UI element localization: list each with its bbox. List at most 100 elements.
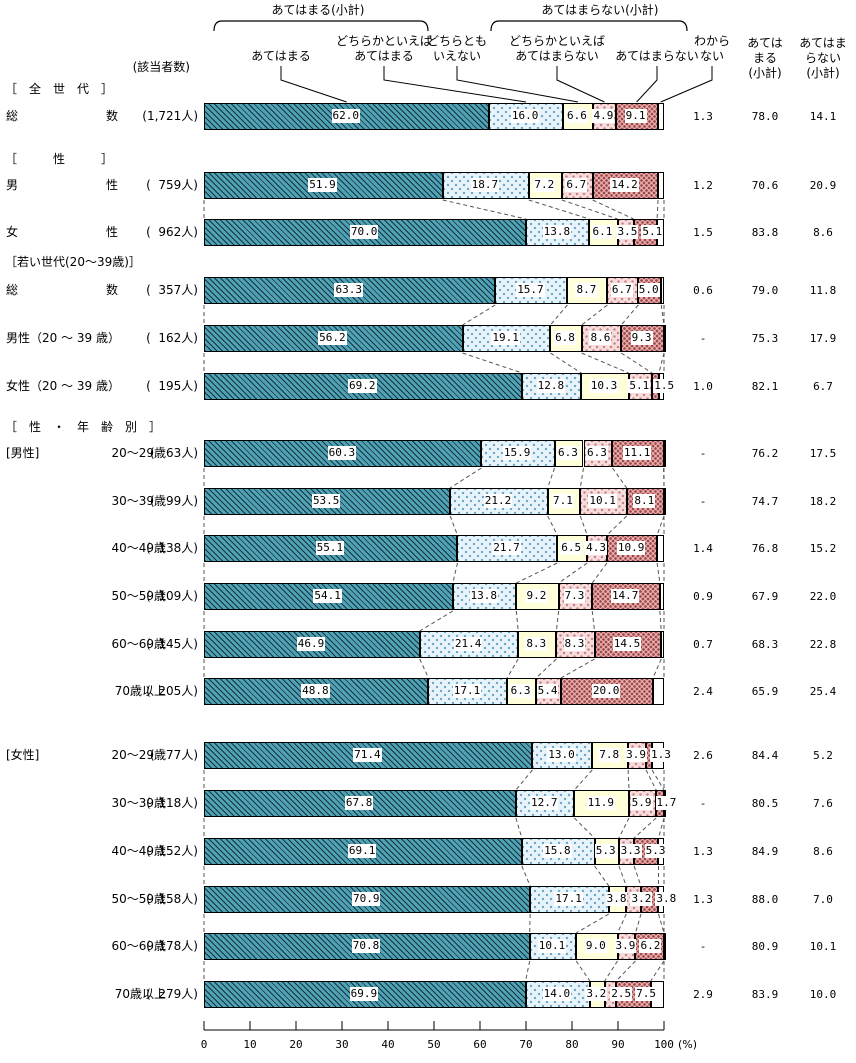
connector-line	[645, 769, 657, 791]
connector-line	[521, 865, 531, 887]
segment-value-label: 3.9	[625, 748, 647, 762]
applies-subtotal-value: 78.0	[751, 110, 779, 123]
row-label: 40～49歳	[111, 541, 166, 555]
segment-value-label: 19.1	[491, 331, 520, 345]
category-label-line: いえない	[432, 49, 482, 63]
row-label: 30～39歳	[111, 796, 166, 810]
not-applies-subtotal-bracket-label: あてはまらない(小計)	[541, 3, 659, 17]
connector-line	[658, 352, 665, 374]
category-label-5: わから ない	[694, 34, 730, 64]
row-count: ( 162人)	[146, 331, 198, 345]
x-axis-tick-label: 0	[201, 1038, 208, 1051]
connector-line	[656, 199, 659, 220]
applies-subtotal-value: 74.7	[751, 495, 779, 508]
dont-know-value: 2.9	[693, 988, 713, 1001]
segment-value-label: 53.5	[311, 494, 341, 508]
segment-value-label: 15.7	[516, 283, 545, 297]
dont-know-value: 2.4	[693, 685, 713, 698]
dont-know-value: -	[699, 797, 707, 810]
row-label: 総数	[6, 109, 118, 124]
bar-segment-dont-know	[664, 488, 666, 515]
x-axis-tick-label: 40	[381, 1038, 394, 1051]
row-count: ( 63人)	[149, 446, 198, 460]
segment-value-label: 7.3	[563, 589, 586, 603]
segment-value-label: 10.1	[588, 494, 617, 508]
applies-subtotal-value: 82.1	[751, 380, 779, 393]
dont-know-value: 0.6	[693, 284, 713, 297]
subtotal-header-line: (小計)	[748, 66, 782, 80]
segment-value-label: 1.5	[653, 379, 676, 393]
dont-know-value: 0.9	[693, 590, 713, 603]
connector-line	[528, 199, 590, 220]
dont-know-value: -	[699, 940, 707, 953]
segment-value-label: 10.3	[589, 379, 619, 393]
not-applies-subtotal-value: 11.8	[809, 284, 837, 297]
segment-value-label: 3.2	[630, 892, 653, 906]
connector-line	[604, 960, 618, 982]
bar-segment-dont-know	[664, 933, 666, 960]
applies-subtotal-value: 80.9	[751, 940, 779, 953]
row-prefix: [男性]	[6, 446, 40, 460]
connector-line	[419, 610, 454, 632]
segment-value-label: 17.1	[554, 892, 583, 906]
bar-segment-agree	[204, 933, 530, 960]
row-count: ( 152人)	[146, 844, 198, 858]
segment-value-label: 3.5	[616, 225, 639, 239]
connector-line	[515, 610, 519, 632]
segment-value-label: 8.1	[633, 494, 656, 508]
bar-segment-agree	[204, 742, 533, 769]
row-label: 男性（20 ～ 39 歳）	[6, 331, 120, 345]
stacked-bar: 69.1 15.8 5.3 3.3 5.3	[204, 838, 667, 865]
not-applies-subtotal-value: 17.5	[809, 447, 837, 460]
segment-value-label: 6.3	[586, 446, 608, 460]
row-count: ( 357人)	[146, 283, 198, 297]
connector-line	[558, 562, 588, 584]
section-header: ［ 全 世 代 ］	[5, 82, 114, 96]
connector-line	[617, 913, 627, 934]
segment-value-label: 46.9	[296, 637, 326, 651]
connector-line	[651, 769, 665, 791]
segment-value-label: 9.2	[525, 589, 548, 603]
not-applies-subtotal-value: 10.1	[809, 940, 837, 953]
row-label: 70歳以上	[114, 987, 166, 1001]
segment-value-label: 56.2	[318, 331, 347, 345]
dont-know-value: 1.5	[693, 226, 713, 239]
segment-value-label: 4.9	[592, 109, 615, 123]
category-label-line: どちらとも	[426, 34, 488, 48]
connector-line	[650, 960, 665, 982]
row-count: ( 118人)	[146, 796, 198, 810]
segment-value-label: 3.2	[585, 987, 608, 1001]
bar-segment-somewhat-agree	[481, 440, 555, 467]
connector-line	[633, 865, 642, 887]
row-label: 男性	[6, 178, 118, 193]
connector-line	[550, 352, 582, 374]
subtotal-header-line: らない	[804, 51, 841, 65]
segment-value-label: 14.2	[610, 178, 639, 192]
row-count: ( 759人)	[146, 178, 198, 192]
applies-subtotal-value: 84.4	[751, 749, 779, 762]
segment-value-label: 12.8	[536, 379, 566, 393]
connector-line	[573, 769, 593, 791]
segment-value-label: 6.7	[565, 178, 588, 192]
row-count: ( 205人)	[146, 684, 198, 698]
stacked-bar: 53.5 21.2 7.1 10.1 8.1	[204, 488, 666, 515]
segment-value-label: 9.0	[584, 939, 607, 953]
x-axis-tick-label: 10	[243, 1038, 256, 1051]
connector-line	[547, 515, 558, 536]
not-applies-subtotal-value: 14.1	[809, 110, 837, 123]
segment-value-label: 9.1	[624, 109, 647, 123]
applies-subtotal-bracket-label: あてはまる(小計)	[271, 3, 365, 17]
category-label-line: ない	[699, 49, 725, 63]
segment-value-label: 3.8	[655, 892, 678, 906]
dont-know-value: 2.6	[693, 749, 713, 762]
connector-line	[575, 913, 610, 934]
applies-subtotal-value: 76.8	[751, 542, 779, 555]
connector-line	[442, 199, 527, 220]
dont-know-value: 1.0	[693, 380, 713, 393]
segment-value-label: 69.2	[348, 379, 377, 393]
category-label-line: わから	[693, 34, 731, 48]
x-axis-tick-label: 50	[427, 1038, 440, 1051]
row-label-char: 男	[6, 178, 19, 192]
segment-value-label: 8.6	[589, 331, 612, 345]
connector-line	[575, 960, 591, 982]
